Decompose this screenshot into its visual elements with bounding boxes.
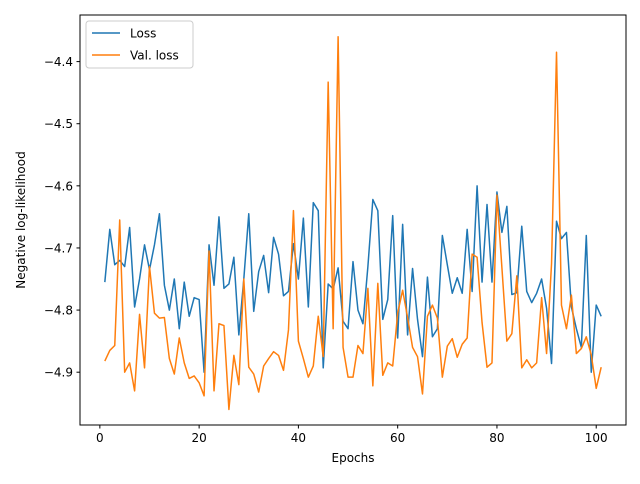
y-tick-label: −4.8 (44, 304, 73, 318)
x-tick-label: 20 (191, 431, 206, 445)
x-tick-label: 100 (585, 431, 608, 445)
y-axis-label: Negative log-likelihood (14, 151, 28, 288)
x-tick-label: 40 (291, 431, 306, 445)
x-tick-label: 80 (489, 431, 504, 445)
y-tick-label: −4.6 (44, 179, 73, 193)
y-tick-label: −4.7 (44, 241, 73, 255)
legend-label: Loss (130, 27, 156, 41)
x-axis-label: Epochs (332, 451, 375, 465)
y-axis: −4.4 −4.5 −4.6 −4.7 −4.8 −4.9 (44, 55, 80, 380)
legend: Loss Val. loss (85, 20, 194, 69)
y-tick-label: −4.4 (44, 55, 73, 69)
legend-label: Val. loss (130, 49, 179, 63)
series-line-loss (104, 185, 602, 373)
plot-frame (79, 14, 627, 426)
series-line-val-loss (104, 35, 602, 411)
x-axis: 0 20 40 60 80 100 (96, 425, 608, 445)
x-tick-label: 60 (390, 431, 405, 445)
y-tick-label: −4.5 (44, 117, 73, 131)
x-tick-label: 0 (96, 431, 104, 445)
series-layer (104, 35, 602, 411)
y-tick-label: −4.9 (44, 366, 73, 380)
